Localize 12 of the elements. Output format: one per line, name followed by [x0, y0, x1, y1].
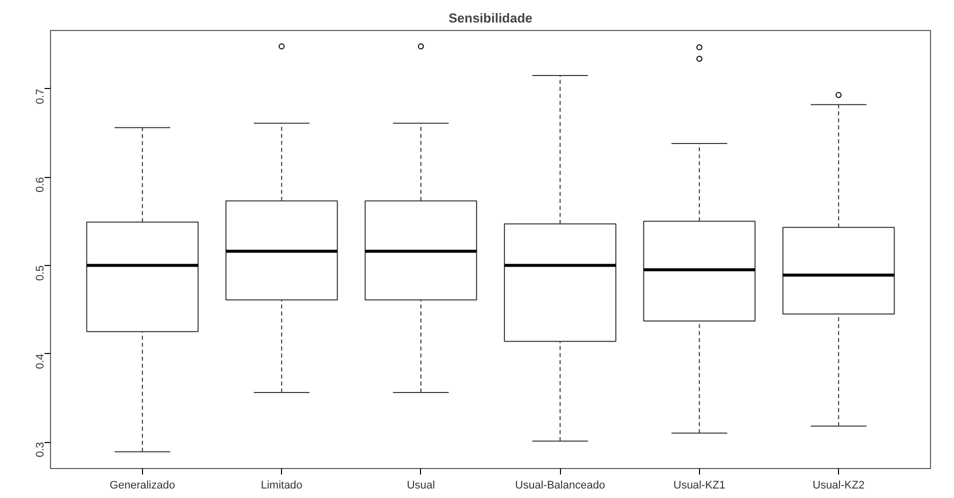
- x-tick-label: Usual-Balanceado: [515, 480, 606, 492]
- y-tick-label: 0.6: [34, 177, 46, 192]
- x-tick-label: Usual-KZ1: [673, 480, 726, 492]
- chart-title: Sensibilidade: [448, 10, 532, 26]
- y-tick-label: 0.4: [34, 354, 46, 369]
- y-tick-label: 0.7: [34, 88, 46, 104]
- y-tick-label: 0.5: [34, 265, 46, 281]
- x-tick-label: Generalizado: [110, 480, 176, 492]
- x-tick-label: Usual: [406, 480, 435, 492]
- y-tick-label: 0.3: [34, 442, 46, 458]
- x-tick-label: Limitado: [260, 480, 302, 492]
- x-tick-label: Usual-KZ2: [812, 480, 865, 492]
